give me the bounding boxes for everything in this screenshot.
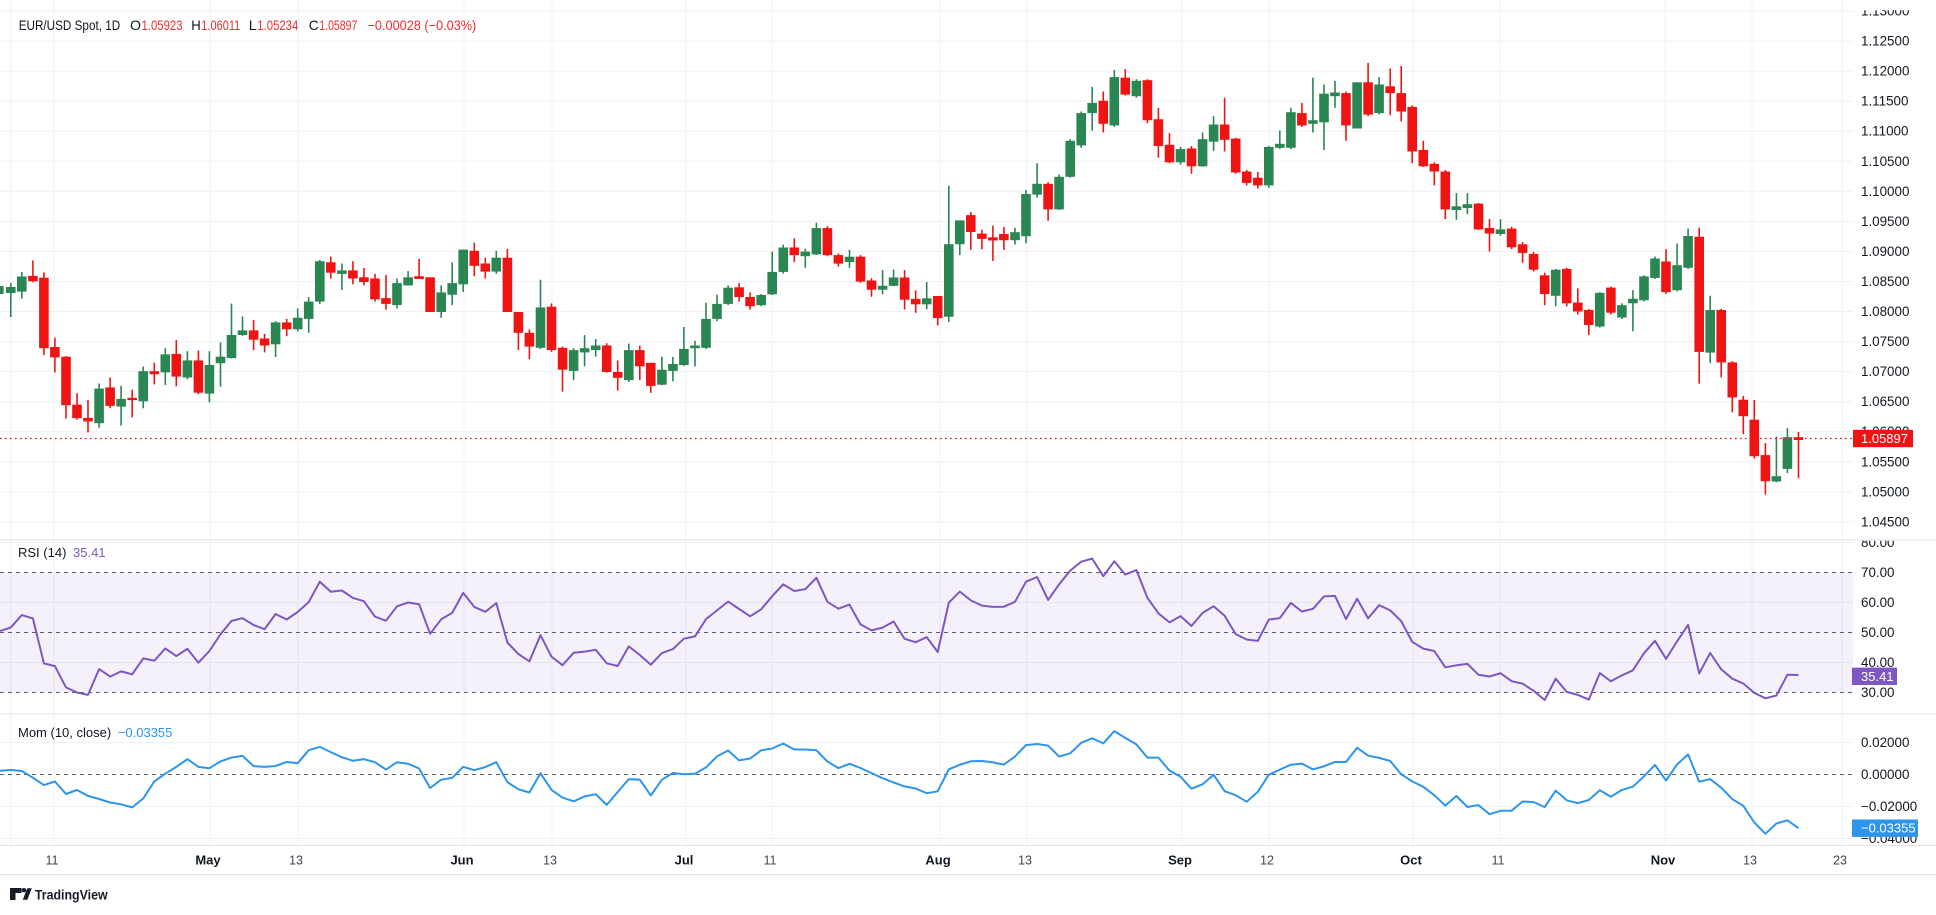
- svg-text:0.00000: 0.00000: [1861, 767, 1909, 782]
- svg-text:50.00: 50.00: [1861, 625, 1895, 640]
- svg-text:13: 13: [1743, 854, 1757, 868]
- svg-text:1.11000: 1.11000: [1861, 124, 1908, 139]
- svg-text:1.05234: 1.05234: [257, 18, 298, 33]
- svg-text:11: 11: [45, 854, 58, 868]
- svg-text:1.08000: 1.08000: [1861, 304, 1909, 319]
- svg-text:1.07000: 1.07000: [1861, 364, 1909, 379]
- svg-text:1.04500: 1.04500: [1861, 514, 1909, 529]
- svg-text:Oct: Oct: [1400, 853, 1422, 868]
- svg-text:1.06011: 1.06011: [201, 18, 240, 33]
- svg-text:70.00: 70.00: [1861, 565, 1895, 580]
- svg-text:L: L: [249, 18, 257, 33]
- svg-text:Mom (10, close) −0.03355: Mom (10, close) −0.03355: [18, 725, 172, 740]
- svg-text:−0.00028 (−0.03%): −0.00028 (−0.03%): [368, 18, 477, 33]
- svg-text:30.00: 30.00: [1861, 685, 1895, 700]
- svg-text:40.00: 40.00: [1861, 655, 1895, 670]
- svg-text:1.06500: 1.06500: [1861, 394, 1909, 409]
- svg-text:EUR/USD Spot, 1D: EUR/USD Spot, 1D: [19, 18, 121, 33]
- svg-text:1.10000: 1.10000: [1861, 184, 1909, 199]
- svg-text:0.02000: 0.02000: [1861, 735, 1909, 750]
- svg-text:Jul: Jul: [675, 853, 694, 868]
- svg-text:RSI (14) 35.41: RSI (14) 35.41: [18, 545, 106, 560]
- svg-text:1.10500: 1.10500: [1861, 154, 1909, 169]
- svg-text:1.07500: 1.07500: [1861, 334, 1909, 349]
- svg-text:13: 13: [289, 854, 303, 868]
- svg-text:1.05897: 1.05897: [319, 18, 357, 33]
- svg-text:Sep: Sep: [1168, 853, 1192, 868]
- svg-text:Jun: Jun: [450, 853, 473, 868]
- svg-text:1.13000: 1.13000: [1861, 4, 1909, 19]
- svg-text:May: May: [195, 853, 221, 868]
- svg-text:1.12500: 1.12500: [1861, 34, 1909, 49]
- svg-text:12: 12: [1260, 854, 1274, 868]
- svg-text:13: 13: [543, 854, 557, 868]
- svg-text:O: O: [130, 18, 141, 33]
- svg-text:23: 23: [1833, 854, 1847, 868]
- svg-text:1.09500: 1.09500: [1861, 214, 1909, 229]
- svg-text:1.05897: 1.05897: [1861, 431, 1908, 446]
- svg-text:1.12000: 1.12000: [1861, 64, 1909, 79]
- svg-text:13: 13: [1018, 854, 1032, 868]
- svg-text:11: 11: [1491, 854, 1504, 868]
- svg-text:−0.02000: −0.02000: [1861, 799, 1917, 814]
- svg-text:60.00: 60.00: [1861, 595, 1895, 610]
- svg-text:−0.03355: −0.03355: [1861, 821, 1916, 836]
- svg-text:C: C: [309, 18, 319, 33]
- svg-text:TradingView: TradingView: [35, 888, 108, 903]
- svg-text:H: H: [191, 18, 201, 33]
- svg-text:1.09000: 1.09000: [1861, 244, 1909, 259]
- svg-text:35.41: 35.41: [1861, 669, 1894, 684]
- svg-text:1.08500: 1.08500: [1861, 274, 1909, 289]
- svg-text:1.11500: 1.11500: [1861, 94, 1908, 109]
- svg-text:11: 11: [763, 854, 776, 868]
- svg-text:1.05923: 1.05923: [142, 18, 183, 33]
- svg-text:1.05000: 1.05000: [1861, 484, 1909, 499]
- svg-text:1.05500: 1.05500: [1861, 454, 1909, 469]
- svg-text:80.00: 80.00: [1861, 535, 1895, 550]
- svg-text:Aug: Aug: [925, 853, 950, 868]
- svg-text:Nov: Nov: [1651, 853, 1676, 868]
